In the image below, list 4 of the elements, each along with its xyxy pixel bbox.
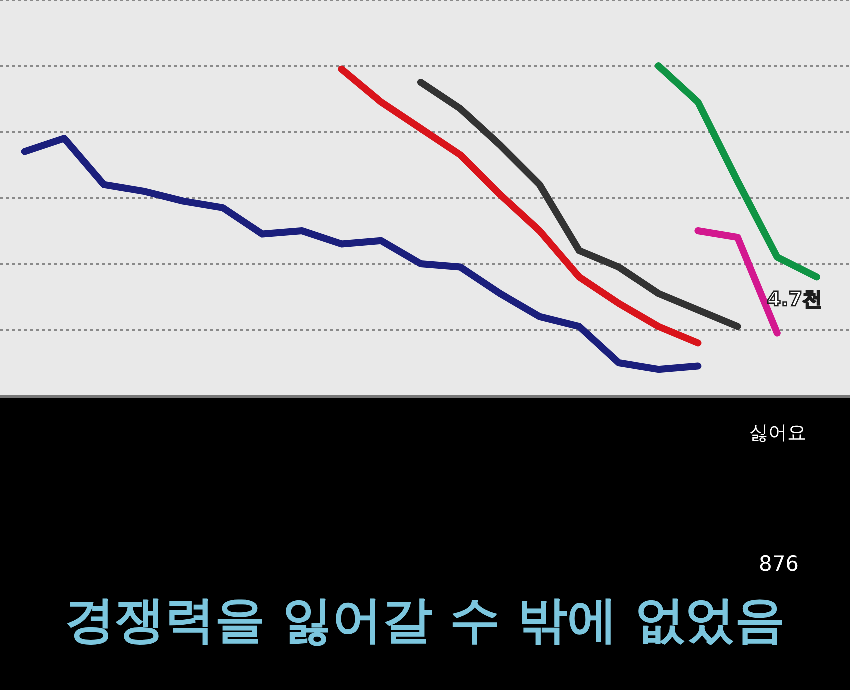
text: 싫어요: [750, 422, 806, 444]
annotation: 4.7천: [767, 287, 823, 311]
text: 경쟁력을 잃어갈 수 밖에 없었음: [65, 591, 785, 649]
text: 876: [758, 552, 800, 576]
